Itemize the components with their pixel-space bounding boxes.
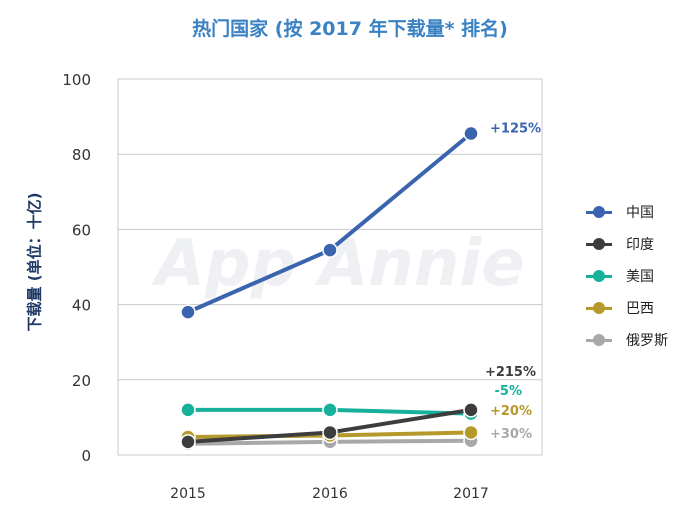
data-label: -5%: [495, 384, 522, 399]
legend-swatch: [586, 237, 612, 251]
legend-label: 俄罗斯: [626, 333, 668, 349]
data-point: [322, 424, 338, 441]
data-point: [463, 402, 479, 418]
data-label: +20%: [490, 404, 532, 419]
legend-item: 中国: [586, 196, 668, 228]
y-tick-label: 60: [72, 221, 91, 239]
chart-legend: 中国印度美国巴西俄罗斯: [586, 196, 668, 356]
legend-swatch: [586, 333, 612, 347]
legend-swatch: [586, 205, 612, 219]
y-axis-label: 下载量 (单位：十亿): [25, 192, 44, 332]
data-point: [463, 424, 479, 441]
data-point: [180, 402, 196, 418]
x-tick-label: 2016: [312, 486, 348, 502]
data-label: +30%: [490, 427, 532, 442]
chart-title: 热门国家 (按 2017 年下载量* 排名): [192, 18, 508, 40]
legend-label: 印度: [626, 237, 654, 253]
data-point: [322, 242, 338, 258]
data-label: +215%: [485, 365, 536, 380]
legend-item: 俄罗斯: [586, 324, 668, 356]
data-point: [180, 304, 196, 320]
legend-label: 中国: [626, 205, 654, 221]
data-label: +125%: [490, 122, 541, 137]
legend-swatch: [586, 269, 612, 283]
legend-swatch: [586, 301, 612, 315]
x-tick-label: 2015: [170, 486, 206, 502]
data-point: [180, 434, 196, 450]
watermark: App Annie: [150, 227, 524, 301]
legend-item: 美国: [586, 260, 668, 292]
data-point: [463, 125, 479, 142]
legend-label: 美国: [626, 269, 654, 285]
x-tick-label: 2017: [453, 486, 489, 502]
legend-item: 巴西: [586, 292, 668, 324]
y-tick-label: 100: [62, 71, 91, 89]
y-tick-label: 80: [72, 146, 91, 164]
y-tick-label: 20: [72, 372, 91, 390]
data-point: [322, 402, 338, 418]
y-tick-label: 0: [81, 447, 91, 465]
legend-item: 印度: [586, 228, 668, 260]
y-tick-label: 40: [72, 297, 91, 315]
legend-label: 巴西: [626, 301, 654, 317]
